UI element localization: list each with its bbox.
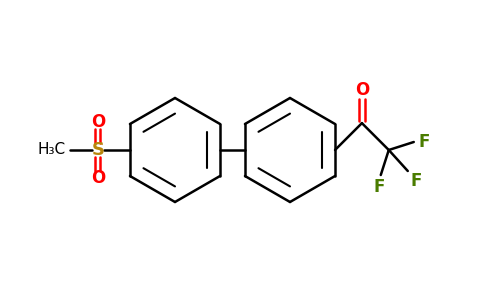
Text: O: O bbox=[91, 169, 105, 187]
Text: F: F bbox=[418, 133, 429, 151]
Text: F: F bbox=[410, 172, 422, 190]
Text: S: S bbox=[91, 141, 105, 159]
Text: O: O bbox=[91, 113, 105, 131]
Text: H₃C: H₃C bbox=[38, 142, 66, 158]
Text: F: F bbox=[373, 178, 384, 196]
Text: O: O bbox=[355, 81, 369, 99]
